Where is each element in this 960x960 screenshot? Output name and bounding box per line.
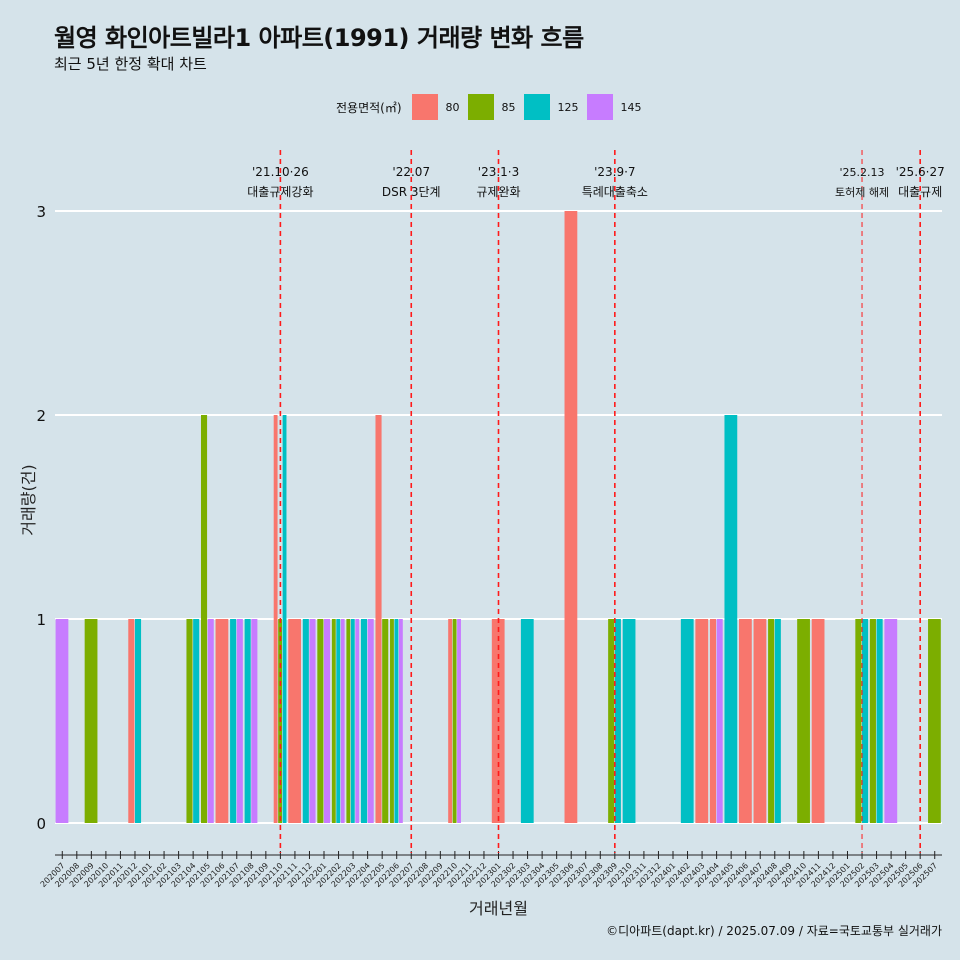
legend-item-80: 80 <box>411 94 460 120</box>
bar-125-202502 <box>862 619 869 823</box>
legend-swatch-125 <box>523 94 550 120</box>
bar-125-202408 <box>774 619 781 823</box>
bar-85-202502 <box>855 619 862 823</box>
event-name-label: 토허제 해제 <box>835 185 889 199</box>
bar-125-202202 <box>336 619 341 823</box>
bar-125-202309 <box>614 619 621 823</box>
bar-145-202007 <box>55 619 69 823</box>
event-date-label: '23.1·3 <box>478 165 519 179</box>
bar-85-202203 <box>346 619 351 823</box>
bar-85-202105 <box>200 415 208 823</box>
bar-80-202210 <box>448 619 453 823</box>
bar-125-202012 <box>134 619 142 823</box>
bar-80-202012 <box>128 619 135 823</box>
bar-85-202104 <box>186 619 193 823</box>
legend-swatch-80 <box>411 94 438 120</box>
bar-125-202110 <box>282 415 287 823</box>
y-axis-title: 거래량(건) <box>19 464 38 535</box>
bar-85-202205 <box>382 619 389 823</box>
legend-item-145: 145 <box>586 94 642 120</box>
bar-80-202407 <box>753 619 767 823</box>
event-name-label: DSR 3단계 <box>382 185 441 199</box>
bar-80-202406 <box>739 619 752 823</box>
bar-80-202403 <box>695 619 709 823</box>
event-date-label: '25.2.13 <box>840 166 885 179</box>
bar-125-202405 <box>724 415 738 823</box>
event-name-label: 특례대출축소 <box>582 185 648 199</box>
bar-125-202206 <box>394 619 399 823</box>
bar-125-202203 <box>350 619 355 823</box>
bar-125-202104 <box>193 619 200 823</box>
legend-label-80: 80 <box>445 100 460 114</box>
bar-125-202108 <box>244 619 251 823</box>
bar-85-202507 <box>928 619 941 823</box>
bar-80-202110 <box>273 415 278 823</box>
bar-145-202203 <box>355 619 360 823</box>
legend-item-125: 125 <box>523 94 579 120</box>
bar-145-202112 <box>309 619 316 823</box>
bar-125-202112 <box>302 619 309 823</box>
bar-85-202202 <box>331 619 336 823</box>
bar-125-202303 <box>520 619 534 823</box>
bar-80-202106 <box>215 619 229 823</box>
bar-125-202402 <box>680 619 694 823</box>
legend-swatch-145 <box>586 94 613 120</box>
bar-80-202306 <box>564 211 578 823</box>
bar-85-202410 <box>797 619 810 823</box>
bar-145-202206 <box>398 619 403 823</box>
legend-swatch-85 <box>467 94 494 120</box>
bar-145-202107 <box>236 619 243 823</box>
y-tick-label: 2 <box>36 407 46 425</box>
bar-145-202210 <box>457 619 461 823</box>
bar-125-202503 <box>876 619 883 823</box>
x-axis-title: 거래년월 <box>469 899 528 918</box>
event-date-label: '21.10·26 <box>252 165 309 179</box>
bar-145-202201 <box>324 619 331 823</box>
source-caption: ©디아파트(dapt.kr) / 2025.07.09 / 자료=국토교통부 실… <box>606 924 942 938</box>
y-tick-label: 0 <box>36 815 46 833</box>
event-date-label: '23.9·7 <box>594 165 635 179</box>
event-date-label: '25.6·27 <box>896 165 945 179</box>
y-tick-label: 3 <box>36 203 46 221</box>
chart-title: 월영 화인아트빌라1 아파트(1991) 거래량 변화 흐름 <box>54 24 584 52</box>
bar-145-202404 <box>716 619 723 823</box>
bar-80-202404 <box>709 619 717 823</box>
bar-85-202206 <box>390 619 394 823</box>
legend: 전용면적(㎡) 80 85 125 145 <box>336 93 650 121</box>
bar-125-202204 <box>360 619 368 823</box>
legend-label-85: 85 <box>501 100 516 114</box>
legend-label-125: 125 <box>557 100 579 114</box>
bar-85-202009 <box>84 619 98 823</box>
bar-145-202105 <box>207 619 214 823</box>
bar-125-202310 <box>622 619 636 823</box>
bar-80-202111 <box>288 619 302 823</box>
bar-145-202504 <box>884 619 898 823</box>
bar-80-202411 <box>811 619 825 823</box>
event-name-label: 규제완화 <box>476 185 520 199</box>
legend-label-145: 145 <box>620 100 642 114</box>
chart-subtitle: 최근 5년 한정 확대 차트 <box>54 55 207 73</box>
bar-145-202202 <box>340 619 345 823</box>
bar-85-202210 <box>452 619 457 823</box>
bar-145-202108 <box>251 619 258 823</box>
bar-85-202309 <box>608 619 615 823</box>
bar-85-202503 <box>869 619 876 823</box>
event-date-label: '22.07 <box>392 165 430 179</box>
bar-85-202408 <box>768 619 775 823</box>
bar-145-202204 <box>367 619 374 823</box>
y-tick-label: 1 <box>36 611 46 629</box>
bar-80-202205 <box>375 415 382 823</box>
legend-title: 전용면적(㎡) <box>336 100 402 115</box>
bar-85-202201 <box>317 619 324 823</box>
event-name-label: 대출규제 <box>898 185 942 199</box>
legend-item-85: 85 <box>467 94 516 120</box>
bar-125-202107 <box>230 619 237 823</box>
event-name-label: 대출규제강화 <box>247 185 313 199</box>
